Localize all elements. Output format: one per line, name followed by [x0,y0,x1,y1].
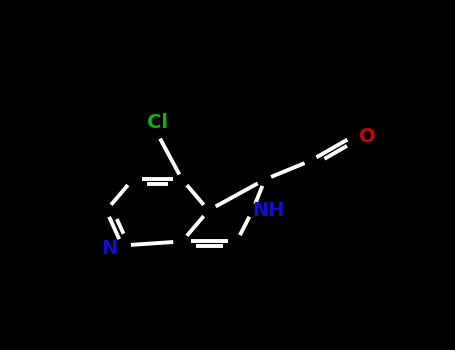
Text: O: O [359,127,375,146]
Text: NH: NH [252,201,285,220]
Text: Cl: Cl [147,113,168,132]
Text: N: N [101,239,118,258]
